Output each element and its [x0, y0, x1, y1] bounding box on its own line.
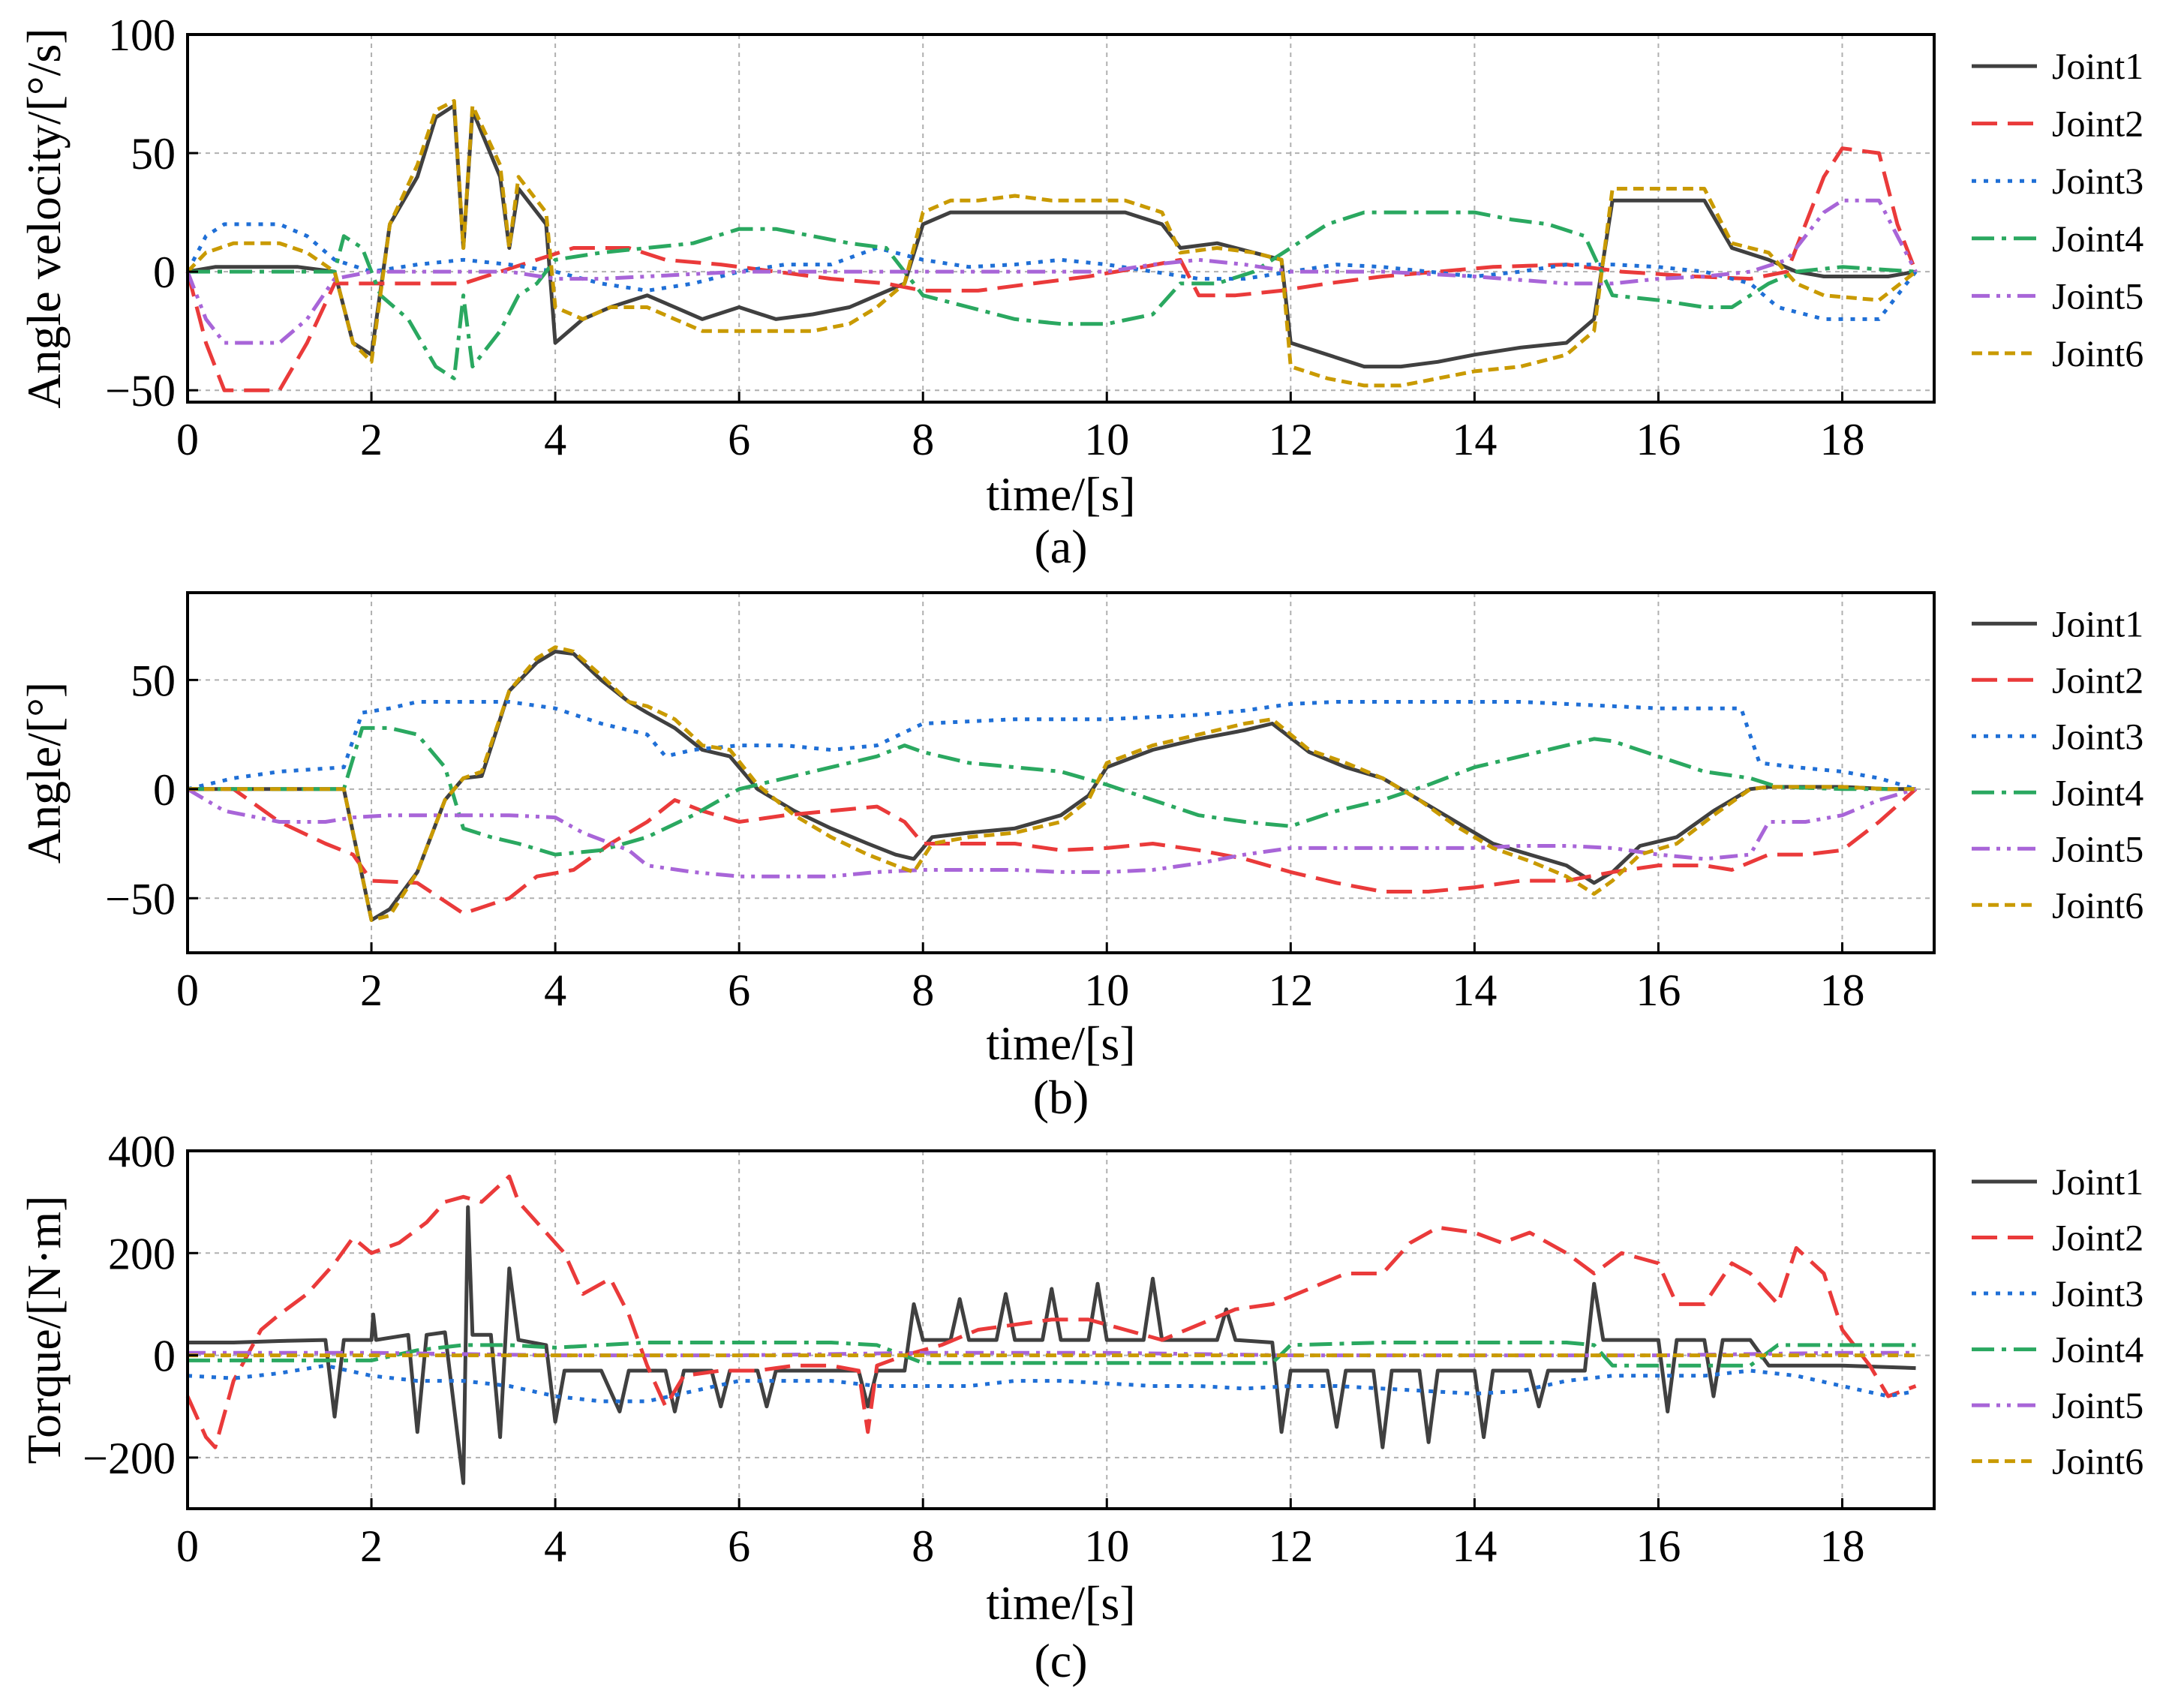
legend-label-joint4: Joint4	[2052, 218, 2143, 260]
x-tick-label: 6	[728, 1521, 750, 1571]
y-tick-label: 100	[108, 11, 176, 60]
legend-label-joint2: Joint2	[2052, 659, 2143, 701]
series-line-joint4	[188, 1341, 1916, 1368]
legend-label-joint5: Joint5	[2052, 827, 2143, 870]
x-tick-label: 4	[544, 1521, 566, 1571]
x-tick-label: 8	[912, 966, 934, 1015]
x-tick-label: 14	[1452, 415, 1497, 464]
legend-label-joint5: Joint5	[2052, 1384, 2143, 1426]
x-tick-label: 16	[1636, 966, 1681, 1015]
x-tick-label: 8	[912, 1521, 934, 1571]
series-line-joint2	[185, 1174, 1917, 1449]
x-tick-label: 0	[176, 966, 199, 1015]
series-line-joint4	[188, 210, 1916, 380]
x-tick-label: 10	[1084, 415, 1129, 464]
legend-label-joint6: Joint6	[2052, 884, 2143, 926]
x-tick-label: 10	[1084, 966, 1129, 1015]
legend-label-joint4: Joint4	[2052, 1329, 2143, 1371]
series-line-joint4	[188, 725, 1916, 857]
y-tick-label: 0	[153, 765, 176, 815]
plot-frame	[186, 591, 1936, 954]
y-tick-label: −200	[83, 1434, 176, 1483]
series-line-joint5	[185, 198, 1918, 345]
series-line-joint3	[187, 700, 1917, 791]
x-tick-label: 0	[176, 1521, 199, 1571]
series-line-joint3	[187, 1363, 1916, 1404]
legend-label-joint3: Joint3	[2052, 160, 2143, 202]
x-tick-label: 2	[360, 966, 383, 1015]
series-line-joint1	[188, 650, 1916, 922]
y-tick-label: −50	[105, 366, 176, 416]
x-tick-label: 18	[1819, 415, 1864, 464]
plot-frame	[186, 33, 1936, 404]
legend: Joint1 Joint2 Joint3 Joint4 Joint5 Joint6	[1972, 45, 2143, 374]
x-tick-label: 2	[360, 1521, 383, 1571]
y-axis-title: Torque/[N·m]	[17, 1195, 71, 1464]
series-line-joint1	[187, 104, 1916, 369]
x-axis-title: time/[s]	[986, 467, 1135, 521]
y-tick-label: −50	[105, 874, 176, 924]
x-tick-label: 14	[1452, 966, 1497, 1015]
y-tick-label: 200	[108, 1229, 176, 1278]
x-tick-label: 14	[1452, 1521, 1497, 1571]
x-tick-label: 4	[544, 415, 566, 464]
series-line-joint6	[188, 645, 1916, 922]
y-axis-title: Angle velocity/[°/s]	[17, 28, 71, 408]
panel-caption: (b)	[1033, 1071, 1089, 1124]
series-line-joint1	[188, 1205, 1916, 1485]
x-tick-label: 2	[360, 415, 383, 464]
series-line-joint2	[188, 787, 1918, 916]
x-axis-title: time/[s]	[986, 1576, 1135, 1629]
legend-label-joint6: Joint6	[2052, 332, 2143, 374]
series-line-joint5	[186, 787, 1917, 879]
y-tick-label: 0	[153, 248, 176, 297]
panel-caption: (a)	[1034, 520, 1087, 573]
panel-caption: (c)	[1034, 1634, 1087, 1687]
y-tick-label: 0	[153, 1332, 176, 1381]
x-tick-label: 10	[1084, 1521, 1129, 1571]
legend-label-joint1: Joint1	[2052, 602, 2143, 644]
y-tick-label: 400	[108, 1127, 176, 1176]
legend-label-joint3: Joint3	[2052, 1272, 2143, 1314]
x-tick-label: 6	[728, 966, 750, 1015]
y-tick-label: 50	[131, 129, 176, 179]
x-tick-label: 16	[1636, 1521, 1681, 1571]
legend-label-joint6: Joint6	[2052, 1440, 2143, 1482]
x-tick-label: 12	[1268, 966, 1313, 1015]
x-axis-title: time/[s]	[986, 1017, 1135, 1070]
plot-frame	[186, 1149, 1936, 1510]
y-tick-label: 50	[131, 656, 176, 705]
x-tick-label: 0	[176, 415, 199, 464]
legend: Joint1 Joint2 Joint3 Joint4 Joint5 Joint6	[1972, 602, 2143, 926]
series-line-joint5	[188, 1350, 1916, 1358]
x-tick-label: 12	[1268, 1521, 1313, 1571]
x-tick-label: 4	[544, 966, 566, 1015]
legend-label-joint1: Joint1	[2052, 1161, 2143, 1203]
x-tick-label: 16	[1636, 415, 1681, 464]
series-line-joint6	[186, 99, 1918, 388]
legend-label-joint4: Joint4	[2052, 771, 2143, 813]
legend-label-joint5: Joint5	[2052, 275, 2143, 317]
legend-label-joint1: Joint1	[2052, 45, 2143, 87]
legend-label-joint2: Joint2	[2052, 1217, 2143, 1259]
x-tick-label: 8	[912, 415, 934, 464]
x-tick-label: 12	[1268, 415, 1313, 464]
x-tick-label: 6	[728, 415, 750, 464]
legend: Joint1 Joint2 Joint3 Joint4 Joint5 Joint6	[1972, 1161, 2143, 1482]
legend-label-joint3: Joint3	[2052, 715, 2143, 757]
y-axis-title: Angle/[°]	[17, 682, 71, 864]
x-tick-label: 18	[1819, 966, 1864, 1015]
series-line-joint2	[185, 146, 1918, 392]
legend-label-joint2: Joint2	[2052, 103, 2143, 145]
x-tick-label: 18	[1819, 1521, 1864, 1571]
